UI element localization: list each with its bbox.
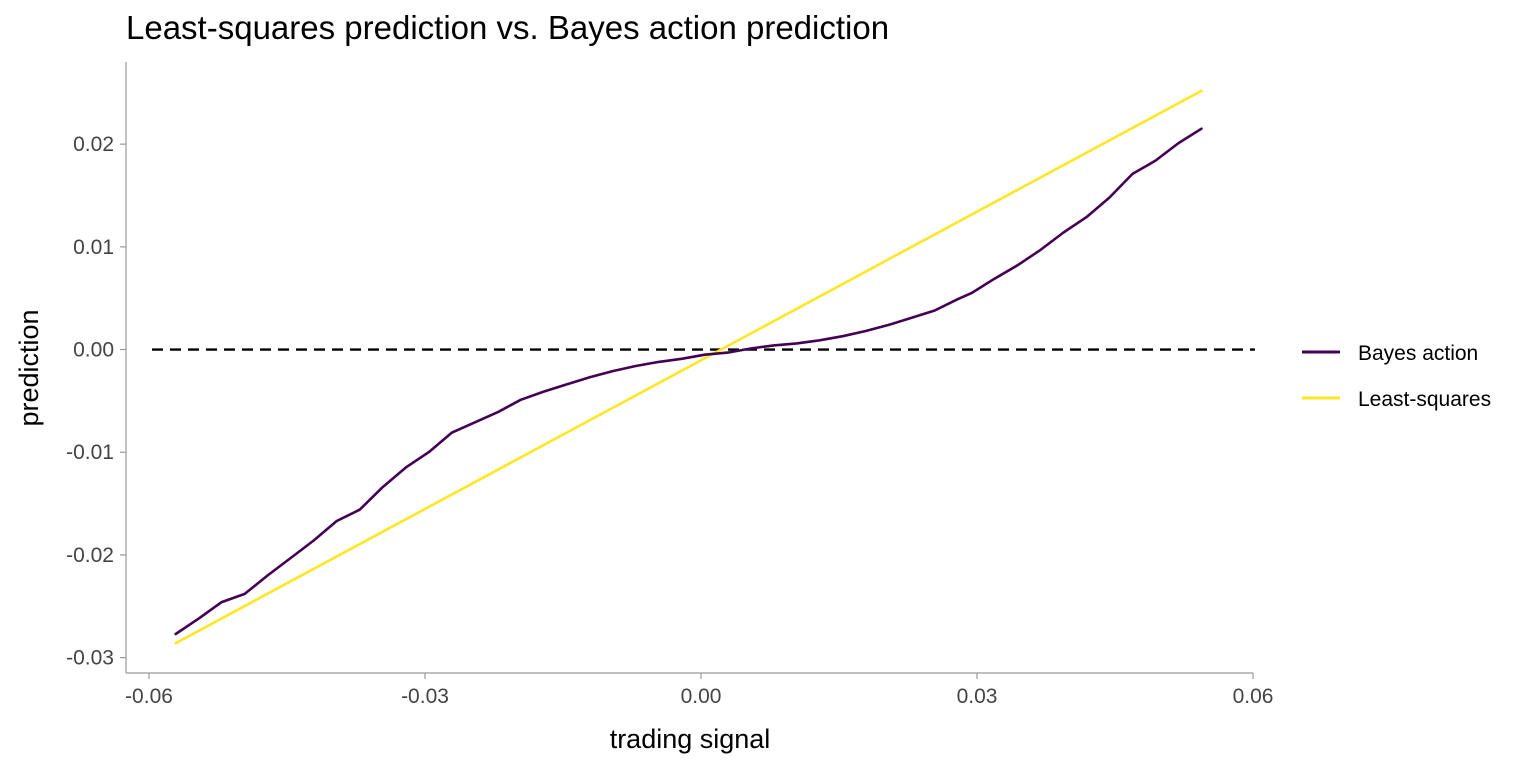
x-tick-label: -0.06 [125, 685, 173, 708]
axes [125, 62, 1253, 674]
x-tick-label: 0.00 [681, 685, 722, 708]
y-tick-label: -0.01 [66, 441, 114, 464]
series-group [174, 89, 1203, 645]
y-tick-label: -0.03 [66, 647, 114, 670]
x-tick-label: 0.06 [1233, 685, 1274, 708]
y-axis-title: prediction [14, 309, 44, 426]
y-tick-label: 0.02 [73, 133, 114, 156]
series-line-least-squares [174, 89, 1203, 645]
y-ticks: -0.03 -0.02 -0.01 0.00 0.01 0.02 [66, 133, 126, 670]
y-tick-label: 0.01 [73, 236, 114, 259]
x-axis-title: trading signal [610, 724, 771, 754]
y-tick-label: 0.00 [73, 339, 114, 362]
y-tick-label: -0.02 [66, 544, 114, 567]
x-tick-label: 0.03 [957, 685, 998, 708]
x-tick-label: -0.03 [401, 685, 449, 708]
legend-label-bayes-action: Bayes action [1358, 342, 1478, 365]
x-ticks: -0.06 -0.03 0.00 0.03 0.06 [125, 673, 1273, 708]
legend-label-least-squares: Least-squares [1358, 388, 1491, 411]
chart-title: Least-squares prediction vs. Bayes actio… [126, 9, 889, 46]
series-line-bayes-action [174, 127, 1203, 636]
legend: Bayes action Least-squares [1302, 342, 1491, 411]
